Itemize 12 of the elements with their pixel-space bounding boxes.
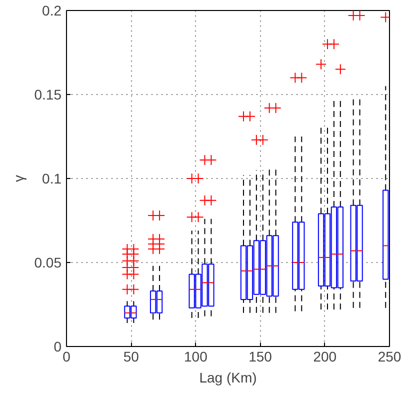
y-tick-label: 0.1 xyxy=(42,170,62,186)
y-tick-label: 0.15 xyxy=(34,86,62,102)
y-axis-title: γ xyxy=(10,175,26,182)
x-tick-label: 250 xyxy=(378,348,402,364)
y-tick-label: 0.2 xyxy=(42,2,62,18)
x-tick-label: 100 xyxy=(184,348,208,364)
y-tick-label: 0 xyxy=(54,338,62,354)
x-axis-title: Lag (Km) xyxy=(199,370,257,386)
x-tick-label: 50 xyxy=(123,348,140,364)
y-tick-label: 0.05 xyxy=(34,254,62,270)
x-tick-label: 200 xyxy=(313,348,337,364)
x-tick-label: 150 xyxy=(248,348,272,364)
